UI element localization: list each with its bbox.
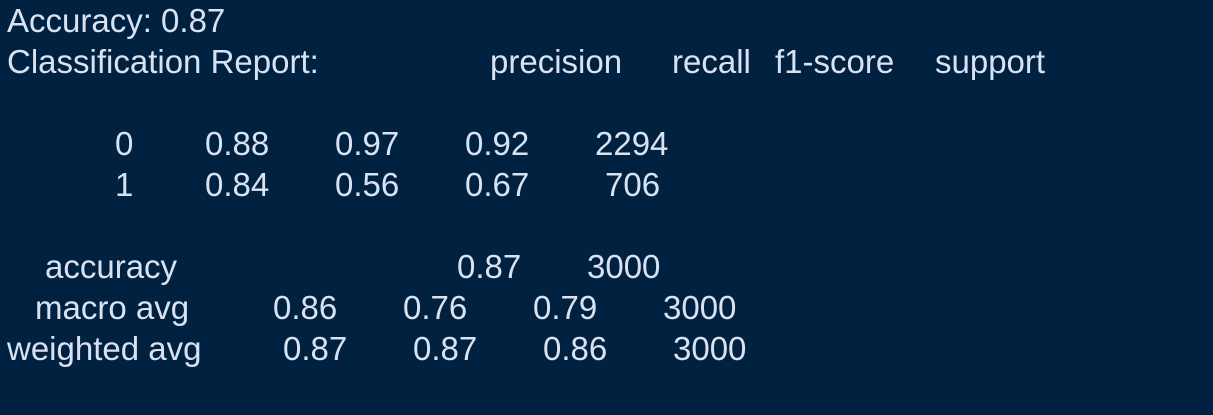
row-label: 0	[115, 125, 134, 162]
row-label: 1	[115, 166, 134, 203]
summary-accuracy-f1: 0.87	[457, 248, 522, 285]
summary-weighted-label: weighted avg	[7, 330, 202, 367]
report-title: Classification Report:	[7, 43, 319, 80]
header-support: support	[935, 43, 1046, 80]
row-recall: 0.97	[335, 125, 400, 162]
header-f1-score: f1-score	[775, 43, 895, 80]
summary-accuracy-support: 3000	[587, 248, 661, 285]
header-recall: recall	[672, 43, 751, 80]
summary-macro-f1: 0.79	[533, 289, 598, 326]
row-precision: 0.88	[205, 125, 270, 162]
summary-weighted-precision: 0.87	[283, 330, 348, 367]
summary-macro-recall: 0.76	[403, 289, 468, 326]
row-precision: 0.84	[205, 166, 270, 203]
summary-weighted-f1: 0.86	[543, 330, 608, 367]
summary-accuracy-label: accuracy	[45, 248, 178, 285]
accuracy-line: Accuracy: 0.87	[7, 2, 226, 39]
summary-macro-support: 3000	[663, 289, 737, 326]
row-f1: 0.67	[465, 166, 530, 203]
summary-macro-label: macro avg	[35, 289, 190, 326]
header-precision: precision	[490, 43, 623, 80]
row-support: 2294	[595, 125, 669, 162]
summary-macro-precision: 0.86	[273, 289, 338, 326]
row-support: 706	[605, 166, 661, 203]
summary-weighted-support: 3000	[673, 330, 747, 367]
row-f1: 0.92	[465, 125, 530, 162]
row-recall: 0.56	[335, 166, 400, 203]
summary-weighted-recall: 0.87	[413, 330, 478, 367]
